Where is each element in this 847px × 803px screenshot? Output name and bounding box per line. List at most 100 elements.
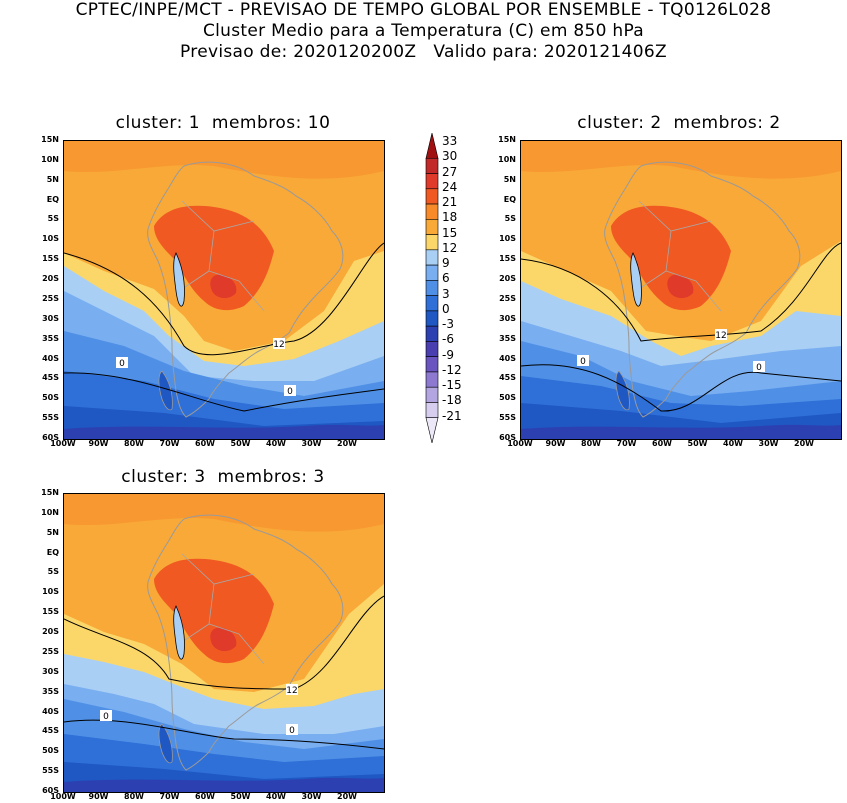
lat-label: 15N: [41, 488, 59, 497]
lat-label: 20S: [42, 274, 59, 284]
contour-label: 0: [100, 710, 112, 722]
contour-label: 0: [116, 357, 128, 369]
lat-label: EQ: [46, 194, 59, 204]
lon-label: 90W: [88, 792, 109, 801]
contour-12: [64, 242, 384, 356]
colorbar-bottom-arrow: [425, 417, 439, 443]
colorbar-label: 18: [442, 210, 458, 225]
contour-label: 0: [286, 724, 298, 736]
colorbar-label: -15: [442, 378, 462, 393]
map-area: 12 0 0: [63, 493, 385, 793]
colorbar-swatch: [425, 371, 439, 388]
colorbar-label: 24: [442, 179, 458, 194]
colorbar-swatch: [425, 295, 439, 312]
colorbar-swatch: [425, 173, 439, 190]
colorbar-swatch: [425, 325, 439, 342]
lat-label: 60S: [42, 433, 59, 442]
svg-text:12: 12: [715, 331, 726, 341]
band-m9: [64, 424, 384, 439]
contour-12: [64, 595, 384, 690]
colorbar-swatch: [425, 386, 439, 403]
lat-label: 45S: [499, 373, 516, 383]
lat-label: 35S: [499, 333, 516, 343]
lat-label: 60S: [499, 433, 516, 442]
colorbar-label: -18: [442, 393, 462, 408]
contour-0: [521, 364, 841, 412]
lat-label: 50S: [42, 746, 59, 756]
lat-label: 15S: [42, 254, 59, 264]
lon-label: 40W: [266, 792, 286, 801]
lat-label: 40S: [42, 706, 59, 716]
colorbar-swatch: [425, 402, 439, 419]
lat-label: 20S: [42, 627, 59, 637]
lat-label: 55S: [42, 413, 59, 423]
lon-label: 20W: [337, 792, 357, 801]
patagonia-cold: [158, 723, 173, 764]
lat-label: 30S: [42, 666, 59, 676]
header-line-2: Cluster Medio para a Temperatura (C) em …: [202, 21, 645, 41]
patagonia-cold: [615, 370, 630, 411]
panel-2-title: cluster: 2 membros: 2: [577, 113, 781, 133]
lat-label: 15N: [41, 135, 59, 144]
patagonia-cold: [158, 370, 173, 411]
colorbar-top-arrow: [425, 133, 439, 159]
contour-label: 12: [715, 329, 727, 341]
colorbar-swatch: [425, 356, 439, 373]
andes-cold: [630, 252, 642, 307]
contour-0: [64, 372, 384, 412]
band-24-core: [667, 274, 694, 299]
colorbar-label: 30: [442, 149, 458, 164]
country-borders: [178, 553, 265, 665]
lon-label: 80W: [124, 439, 144, 448]
lon-label: 30W: [301, 792, 322, 801]
colorbar-label: 12: [442, 240, 458, 255]
colorbar-label: -21: [442, 408, 462, 423]
lon-label: 70W: [616, 439, 637, 448]
lon-label: 30W: [301, 439, 322, 448]
colorbar-label: -6: [442, 332, 454, 347]
lon-label: 50W: [687, 439, 708, 448]
colorbar-label: 15: [442, 225, 458, 240]
lat-label: 10N: [498, 154, 516, 164]
lon-label: 50W: [230, 792, 251, 801]
lon-label: 90W: [88, 439, 109, 448]
lon-label: 100W: [507, 439, 533, 448]
lat-label: 10N: [41, 154, 59, 164]
colorbar: 33 30 27 24 21 18 15 12 9 6 3 0 -3 -6 -9 -12 -15 -18 -21: [424, 133, 484, 443]
lat-label: 35S: [42, 686, 59, 696]
lon-label: 100W: [50, 439, 76, 448]
lat-label: 5S: [504, 214, 516, 224]
colorbar-label: -3: [442, 317, 454, 332]
header-line-1: CPTEC/INPE/MCT - PREVISAO DE TEMPO GLOBA…: [75, 0, 772, 20]
lat-label: 5N: [46, 527, 59, 537]
colorbar-label: 3: [442, 286, 450, 301]
colorbar-swatch: [425, 188, 439, 205]
svg-text:0: 0: [289, 726, 295, 736]
lon-label: 60W: [195, 792, 215, 801]
lat-label: 45S: [42, 373, 59, 383]
lon-label: 90W: [545, 439, 566, 448]
header-line-3: Previsao de: 2020120200Z Valido para: 20…: [180, 42, 667, 62]
lat-label: EQ: [46, 547, 59, 557]
lat-label: 10N: [41, 507, 59, 517]
country-borders: [635, 200, 722, 312]
lat-label: 25S: [42, 293, 59, 303]
colorbar-swatch: [425, 157, 439, 174]
svg-text:0: 0: [119, 359, 125, 369]
colorbar-swatch: [425, 203, 439, 220]
colorbar-swatch: [425, 234, 439, 251]
lon-label: 40W: [723, 439, 743, 448]
band-24-core: [210, 627, 237, 652]
colorbar-label: 27: [442, 164, 458, 179]
contour-label: 0: [577, 355, 589, 367]
svg-text:12: 12: [273, 340, 284, 350]
lon-label: 60W: [195, 439, 215, 448]
lat-label: 40S: [42, 353, 59, 363]
lon-label: 40W: [266, 439, 286, 448]
colorbar-label: 0: [442, 301, 450, 316]
lat-label: 35S: [42, 333, 59, 343]
country-borders: [178, 200, 265, 312]
lat-label: 60S: [42, 786, 59, 795]
contour-12: [521, 242, 841, 342]
lat-label: 30S: [42, 313, 59, 323]
